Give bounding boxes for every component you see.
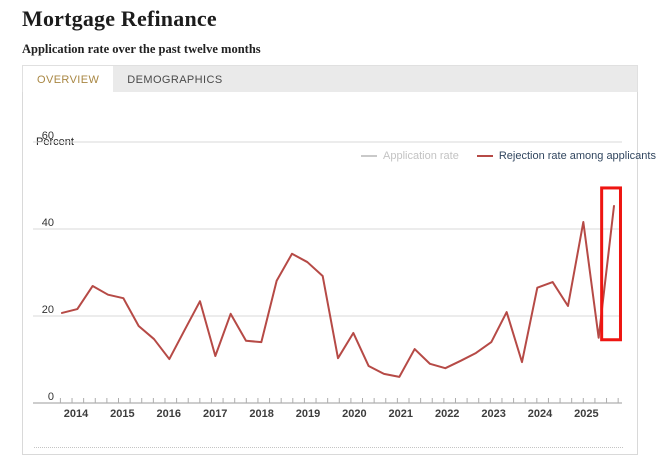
chart-panel: OVERVIEW DEMOGRAPHICS Percent Applicatio… [22, 65, 656, 471]
legend-label: Rejection rate among applicants [498, 150, 656, 162]
page-subtitle: Application rate over the past twelve mo… [22, 42, 261, 56]
legend-label: Application rate [383, 150, 459, 162]
legend-item-application-rate[interactable]: Application rate [361, 150, 459, 162]
legend-line-swatch-gray [361, 155, 377, 157]
legend-item-rejection-rate[interactable]: Rejection rate among applicants [476, 150, 656, 162]
tab-overview[interactable]: OVERVIEW [23, 66, 114, 93]
chart-card: Percent Application rate Rejection rate … [22, 92, 656, 471]
footer-divider [34, 447, 623, 448]
page-title: Mortgage Refinance [22, 6, 217, 31]
chart-legend: Application rate Rejection rate among ap… [361, 150, 656, 162]
y-axis-title: Percent [36, 136, 74, 148]
tab-bar: OVERVIEW DEMOGRAPHICS [22, 65, 638, 93]
tab-demographics[interactable]: DEMOGRAPHICS [127, 73, 223, 86]
legend-line-swatch-red [476, 155, 493, 157]
